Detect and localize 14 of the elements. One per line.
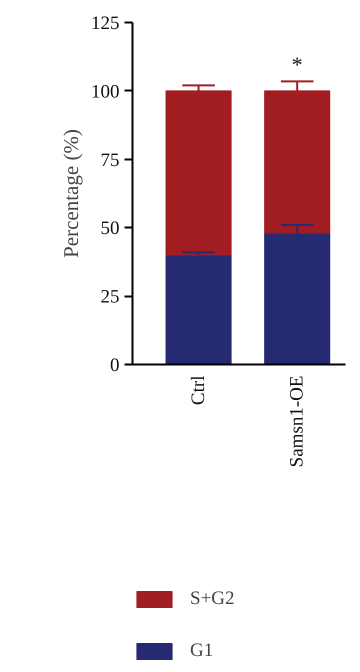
bar [166, 90, 232, 256]
x-tick-label: Samsn1-OE [286, 376, 308, 468]
annotation: * [292, 52, 303, 77]
x-tick-label: Ctrl [188, 375, 210, 406]
y-tick-label: 125 [91, 13, 120, 34]
legend-label: S+G2 [190, 588, 235, 610]
bar [166, 254, 232, 364]
y-axis-title: Percentage (%) [59, 129, 83, 258]
y-tick-label: 25 [100, 286, 120, 308]
y-tick-label: 100 [91, 81, 120, 102]
y-tick-label: 0 [110, 355, 120, 376]
legend-label: G1 [190, 640, 214, 662]
y-tick-label: 75 [100, 150, 120, 171]
y-tick-label: 50 [100, 218, 120, 240]
